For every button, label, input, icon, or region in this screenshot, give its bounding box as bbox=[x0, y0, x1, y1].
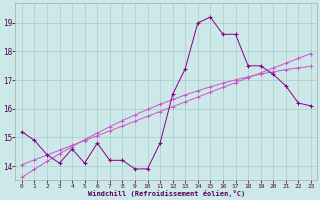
X-axis label: Windchill (Refroidissement éolien,°C): Windchill (Refroidissement éolien,°C) bbox=[88, 190, 245, 197]
